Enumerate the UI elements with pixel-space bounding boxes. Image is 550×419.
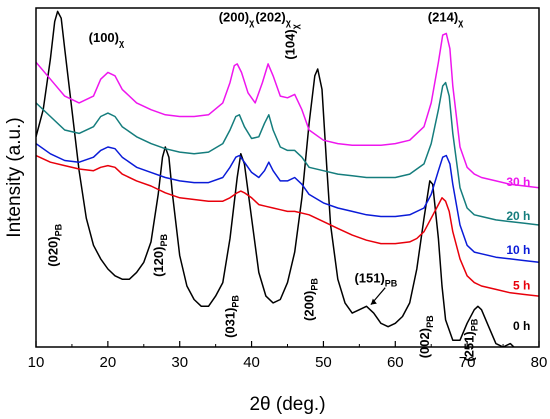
peak-label: (104)χ — [283, 23, 301, 59]
series-line-30h — [36, 32, 539, 189]
x-tick-label: 40 — [243, 354, 260, 371]
peak-label: (120)PB — [151, 234, 169, 277]
x-tick-label: 80 — [531, 354, 548, 371]
series-label-0h: 0 h — [513, 319, 530, 333]
peak-label: (214)χ — [428, 10, 464, 28]
series-labels: 0 h 5 h 10 h 20 h 30 h — [506, 175, 530, 333]
series-label-20h: 20 h — [506, 209, 530, 223]
series-line-20h — [36, 81, 539, 226]
x-axis-title: 2θ (deg.) — [249, 394, 325, 415]
x-tick-label: 20 — [100, 354, 117, 371]
peak-label: (200)χ — [219, 10, 255, 28]
peak-label: (031)PB — [222, 295, 240, 338]
x-tick-label: 50 — [315, 354, 332, 371]
series-label-5h: 5 h — [513, 278, 530, 292]
peak-label: (151)PB — [354, 271, 397, 289]
peak-label: (202)χ — [255, 10, 291, 28]
y-axis-title: Intensity (a.u.) — [4, 117, 25, 237]
peak-label: (020)PB — [46, 223, 64, 266]
peak-label: (200)PB — [301, 278, 319, 321]
x-tick-label: 10 — [28, 354, 45, 371]
x-axis-ticks: 10 20 30 40 50 60 70 80 — [28, 341, 548, 371]
x-tick-label: 60 — [387, 354, 404, 371]
series-label-30h: 30 h — [506, 175, 530, 189]
peak-label: (100)χ — [89, 30, 125, 48]
x-tick-label: 30 — [171, 354, 188, 371]
series-line-0h — [36, 10, 515, 347]
series-line-5h — [36, 154, 539, 297]
peak-annotations: (020)PB (120)PB (031)PB (200)PB (151)PB (002)… — [46, 10, 480, 362]
pointer-arrow-head — [370, 298, 377, 305]
series-label-10h: 10 h — [506, 243, 530, 257]
series-layer — [36, 10, 539, 347]
peak-label: (002)PB — [417, 315, 435, 358]
series-line-10h — [36, 142, 539, 264]
x-tick-label: 70 — [459, 354, 476, 371]
peak-label: (251)PB — [462, 318, 480, 361]
